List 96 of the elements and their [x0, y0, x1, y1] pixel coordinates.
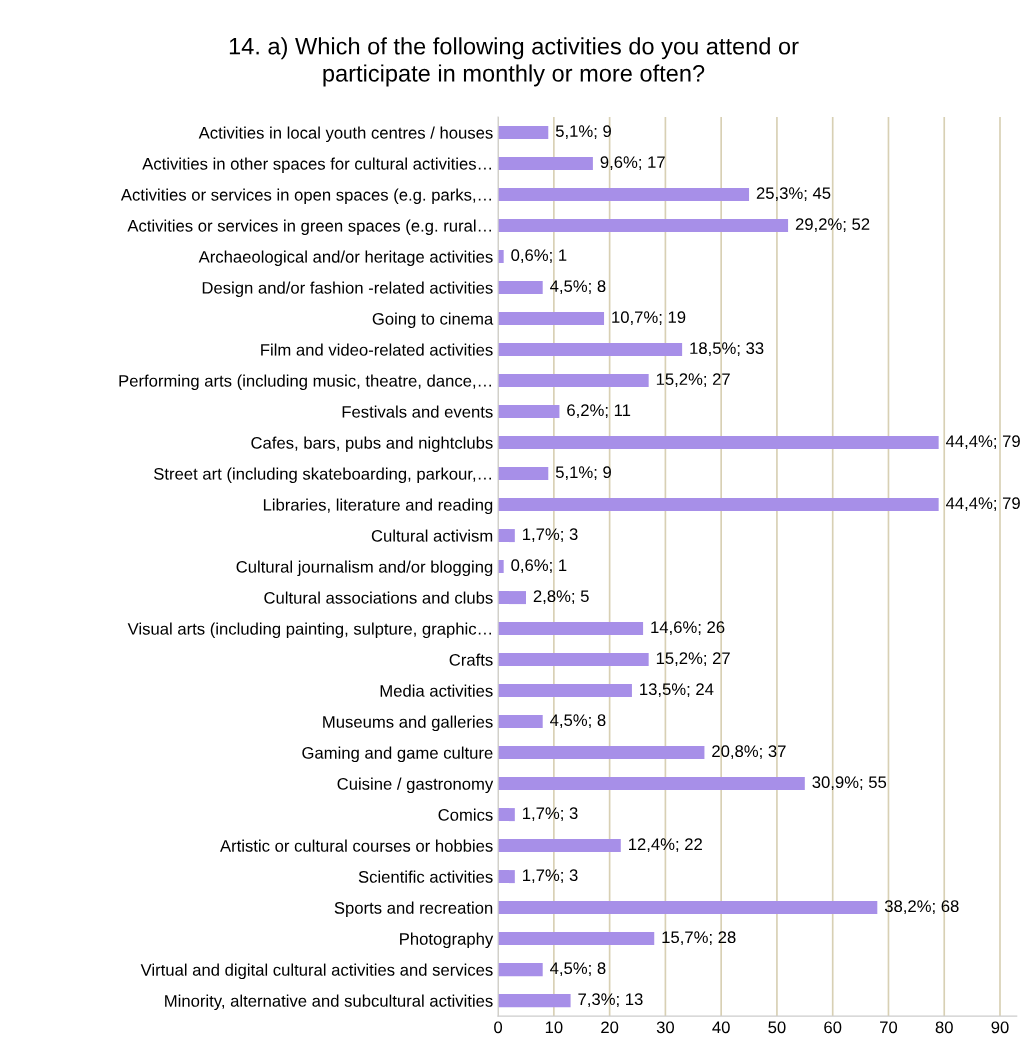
x-tick-label: 30 — [656, 1021, 675, 1034]
x-tick-label: 40 — [712, 1021, 730, 1034]
y-tick-label: Virtual and digital cultural activities and services — [140, 963, 493, 980]
data-label: 1,7%; 3 — [523, 807, 578, 822]
y-tick-label: Performing arts (including music, theatre, dance,… — [119, 374, 491, 391]
y-tick-label: Sports and recreation — [334, 901, 493, 918]
x-tick-label: 60 — [824, 1021, 842, 1034]
y-tick-label: Going to cinema — [372, 312, 494, 329]
bar — [498, 622, 644, 636]
bar — [498, 281, 543, 295]
bar — [498, 219, 789, 233]
x-tick-label: 50 — [768, 1021, 786, 1034]
y-tick-label: Cafes, bars, pubs and nightclubs — [251, 436, 493, 453]
data-label: 30,9%; 55 — [812, 776, 887, 791]
y-tick-label: Libraries, literature and reading — [263, 498, 493, 515]
data-label: 5,1%; 9 — [555, 125, 611, 139]
y-tick-label: Archaeological and/or heritage activities — [198, 250, 493, 267]
data-label: 4,5%; 8 — [550, 714, 606, 729]
y-tick-label: Activities in local youth centres / houses — [198, 126, 493, 143]
x-tick-label: 10 — [545, 1021, 563, 1034]
y-tick-label: Media activities — [380, 684, 493, 697]
bar — [498, 963, 543, 977]
data-label: 20,8%; 37 — [712, 745, 786, 760]
y-tick-label: Activities in other spaces for cultural activities… — [142, 157, 491, 174]
data-label: 9,6%; 17 — [600, 156, 665, 170]
data-label: 29,2%; 52 — [795, 218, 870, 232]
data-label: 25,3%; 45 — [756, 187, 831, 201]
bar — [498, 777, 805, 791]
y-tick-label: Design and/or fashion -related activities — [202, 281, 493, 298]
data-label: 0,6%; 1 — [511, 559, 567, 574]
data-label: 18,5%; 33 — [690, 342, 764, 356]
y-tick-label: Festivals and events — [342, 405, 493, 418]
y-tick-label: Visual arts (including painting, sulpture, graphic… — [127, 622, 491, 639]
bar — [498, 312, 605, 326]
x-tick-label: 80 — [935, 1021, 953, 1034]
data-label: 15,2%; 27 — [656, 652, 730, 667]
bar — [498, 715, 543, 729]
y-tick-label: Scientific activities — [358, 870, 493, 883]
bar — [498, 994, 571, 1008]
bar — [498, 591, 526, 605]
bar — [498, 188, 750, 202]
y-tick-label: Cultural activism — [371, 529, 493, 542]
bar — [498, 653, 649, 667]
data-label: 4,5%; 8 — [550, 280, 606, 294]
data-label: 44,4%; 79 — [945, 497, 1020, 512]
y-tick-label: Cuisine / gastronomy — [337, 777, 494, 794]
data-label: 10,7%; 19 — [612, 311, 686, 325]
bar — [498, 932, 655, 946]
data-label: 44,4%; 79 — [945, 435, 1020, 450]
x-tick-label: 20 — [601, 1021, 619, 1034]
data-label: 7,3%; 13 — [578, 993, 643, 1008]
bar — [498, 467, 549, 481]
y-tick-label: Film and video-related activities — [261, 343, 493, 356]
bar — [498, 374, 649, 388]
bar — [498, 746, 705, 760]
y-tick-label: Crafts — [449, 653, 493, 666]
y-tick-label: Activities or services in open spaces (e.g. parks,… — [120, 188, 491, 205]
bar — [498, 126, 549, 140]
bar — [498, 808, 515, 822]
bar — [498, 498, 939, 512]
x-tick-label: 90 — [991, 1021, 1009, 1034]
bar — [498, 529, 515, 543]
y-tick-label: Cultural associations and clubs — [264, 591, 493, 604]
data-label: 6,2%; 11 — [567, 404, 631, 419]
bar — [498, 157, 593, 171]
data-label: 2,8%; 5 — [533, 590, 589, 605]
y-tick-label: Photography — [400, 932, 494, 949]
bar — [498, 684, 632, 698]
bar — [498, 343, 683, 357]
data-label: 15,2%; 27 — [656, 373, 730, 388]
y-tick-label: Street art (including skateboarding, parkour,… — [154, 467, 491, 484]
y-tick-label: Minority, alternative and subcultural activities — [165, 994, 493, 1011]
y-tick-label: Cultural journalism and/or blogging — [236, 560, 493, 577]
data-label: 4,5%; 8 — [550, 962, 606, 977]
y-tick-label: Museums and galleries — [323, 715, 493, 732]
y-tick-label: Activities or services in green spaces (e.g. rural… — [127, 219, 491, 236]
y-tick-label: Artistic or cultural courses or hobbies — [220, 839, 493, 852]
x-tick-label: 0 — [494, 1021, 503, 1034]
data-label: 1,7%; 3 — [523, 869, 578, 884]
data-label: 12,4%; 22 — [629, 838, 702, 853]
bar — [498, 839, 621, 853]
bar — [498, 436, 939, 450]
data-label: 0,6%; 1 — [511, 249, 567, 263]
data-label: 15,7%; 28 — [662, 931, 736, 946]
x-tick-label: 70 — [880, 1021, 898, 1034]
y-tick-label: Gaming and game culture — [302, 746, 493, 763]
y-tick-label: Comics — [438, 808, 493, 821]
data-label: 13,5%; 24 — [640, 683, 714, 698]
data-label: 1,7%; 3 — [523, 528, 578, 543]
bar — [498, 405, 560, 419]
bar — [498, 870, 515, 884]
data-label: 38,2%; 68 — [884, 900, 959, 915]
data-label: 5,1%; 9 — [555, 466, 611, 481]
chart-title: 14. a) Which of the following activities do you attend or participate in monthly or more often? — [229, 37, 799, 87]
bar — [498, 901, 878, 915]
data-label: 14,6%; 26 — [651, 621, 725, 636]
